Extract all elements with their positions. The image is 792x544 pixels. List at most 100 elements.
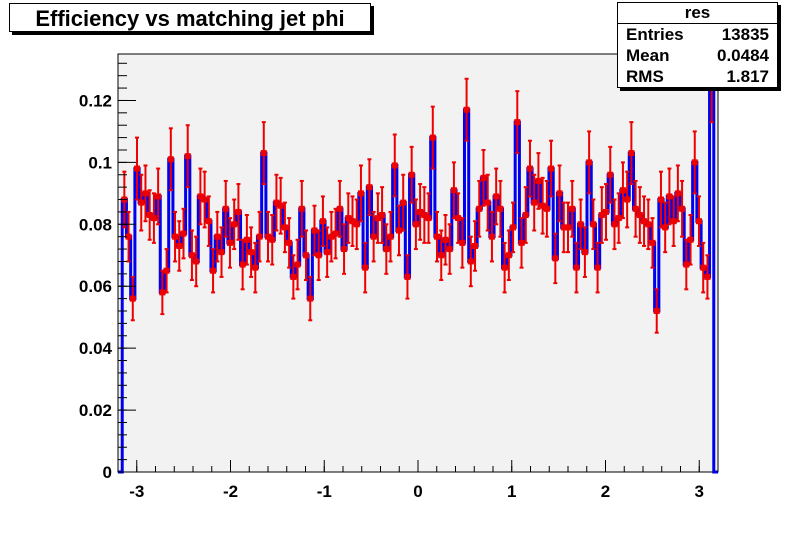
data-marker <box>184 153 191 160</box>
data-marker <box>670 218 677 225</box>
data-marker <box>163 267 170 274</box>
data-marker <box>556 190 563 197</box>
data-marker <box>357 190 364 197</box>
data-marker <box>510 224 517 231</box>
data-marker <box>269 236 276 243</box>
data-marker <box>205 218 212 225</box>
data-marker <box>188 252 195 259</box>
data-marker <box>552 255 559 262</box>
data-marker <box>155 193 162 200</box>
data-marker <box>586 159 593 166</box>
data-marker <box>362 264 369 271</box>
x-tick-label: 0 <box>413 482 422 501</box>
data-marker <box>565 224 571 231</box>
data-marker <box>429 134 436 141</box>
data-marker <box>332 230 339 237</box>
data-marker <box>193 258 200 265</box>
data-marker <box>286 239 293 246</box>
data-marker <box>197 193 204 200</box>
data-marker <box>531 199 538 206</box>
stats-value: 0.0484 <box>717 46 769 65</box>
data-marker <box>142 190 149 197</box>
data-marker <box>248 249 255 256</box>
data-marker <box>577 221 584 228</box>
data-marker <box>526 165 533 172</box>
data-marker <box>379 212 386 219</box>
data-marker <box>455 215 462 222</box>
data-marker <box>167 156 174 163</box>
data-marker <box>649 239 656 246</box>
data-marker <box>501 264 508 271</box>
data-marker <box>581 249 588 256</box>
data-marker <box>417 208 424 215</box>
stats-row-rms: RMS 1.817 <box>618 66 777 87</box>
x-tick-label: 1 <box>507 482 516 501</box>
data-marker <box>657 196 664 203</box>
data-marker <box>535 177 542 184</box>
data-marker <box>459 239 466 246</box>
data-marker <box>307 295 314 302</box>
title-box: Efficiency vs matching jet phi <box>9 3 371 32</box>
data-marker <box>226 239 233 246</box>
data-marker <box>615 215 622 222</box>
data-marker <box>408 171 415 178</box>
data-marker <box>497 205 504 212</box>
data-marker <box>493 193 500 200</box>
data-marker <box>662 224 669 231</box>
data-marker <box>256 233 263 240</box>
data-marker <box>421 212 428 219</box>
data-marker <box>590 221 597 228</box>
data-marker <box>624 196 631 203</box>
data-marker <box>134 165 141 172</box>
data-marker <box>607 171 614 178</box>
data-marker <box>632 205 639 212</box>
data-marker <box>235 208 242 215</box>
data-marker <box>674 190 681 197</box>
y-tick-label: 0.1 <box>88 153 112 172</box>
data-marker <box>438 252 445 259</box>
data-marker <box>636 212 643 219</box>
data-marker <box>543 205 550 212</box>
data-marker <box>522 212 529 219</box>
data-marker <box>341 246 348 253</box>
x-tick-label: -2 <box>223 482 238 501</box>
data-marker <box>159 289 166 296</box>
data-marker <box>480 174 487 181</box>
data-marker <box>138 199 145 206</box>
data-marker <box>425 215 432 222</box>
data-marker <box>569 205 576 212</box>
data-marker <box>176 242 183 249</box>
data-marker <box>243 236 250 243</box>
y-tick-label: 0 <box>103 463 112 482</box>
data-marker <box>488 233 495 240</box>
data-marker <box>645 221 652 228</box>
data-marker <box>353 221 360 228</box>
stats-label: RMS <box>626 67 664 86</box>
data-marker <box>336 205 343 212</box>
stats-label: Mean <box>626 46 670 65</box>
data-marker <box>514 119 521 126</box>
data-marker <box>700 264 707 271</box>
data-marker <box>231 221 238 228</box>
y-tick-label: 0.04 <box>79 339 113 358</box>
data-marker <box>150 215 157 222</box>
stats-row-mean: Mean 0.0484 <box>618 45 777 66</box>
data-marker <box>463 106 470 113</box>
x-tick-label: 2 <box>601 482 610 501</box>
data-marker <box>505 252 512 259</box>
data-marker <box>222 205 229 212</box>
data-marker <box>518 239 525 246</box>
data-marker <box>594 264 601 271</box>
chart-title: Efficiency vs matching jet phi <box>35 6 345 31</box>
data-markers <box>121 81 715 314</box>
data-marker <box>467 258 474 265</box>
x-tick-label: -1 <box>317 482 332 501</box>
stats-name: res <box>618 3 777 24</box>
data-marker <box>387 233 394 240</box>
y-tick-label: 0.06 <box>79 277 112 296</box>
data-marker <box>691 159 698 166</box>
stats-row-entries: Entries 13835 <box>618 24 777 45</box>
data-marker <box>366 184 373 191</box>
